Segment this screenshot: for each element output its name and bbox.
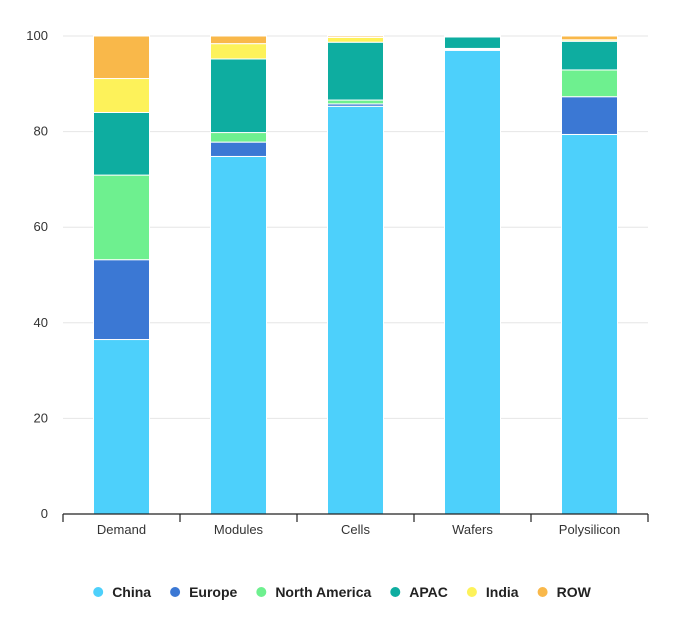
bar-demand-apac	[93, 111, 150, 176]
y-axis: 0 20 40 60 80 100	[26, 28, 48, 521]
bar-demand-india	[93, 78, 150, 113]
legend-label-apac: APAC	[409, 584, 448, 600]
bar-polysilicon-china	[561, 133, 618, 515]
y-tick-label-60: 60	[34, 219, 48, 234]
bar-modules-north-america	[210, 132, 267, 143]
y-tick-label-80: 80	[34, 124, 48, 139]
legend-marker-row	[537, 587, 548, 597]
bars	[93, 35, 618, 515]
legend-marker-europe	[170, 587, 181, 597]
bar-demand-china	[93, 339, 150, 515]
legend-item-row: ROW	[537, 584, 592, 600]
bar-wafers-china	[444, 49, 501, 515]
bar-modules-india	[210, 43, 267, 60]
x-axis: Demand Modules Cells Wafers Polysilicon	[62, 513, 649, 537]
bar-modules-apac	[210, 58, 267, 134]
bar-cells-apac	[327, 41, 384, 101]
legend-item-apac: APAC	[390, 584, 448, 600]
x-tick-label-polysilicon: Polysilicon	[559, 522, 620, 537]
y-tick-label-20: 20	[34, 410, 48, 425]
bar-polysilicon-row	[561, 35, 618, 41]
legend-label-india: India	[486, 584, 519, 600]
legend-label-china: China	[112, 584, 151, 600]
legend-marker-china	[93, 587, 104, 597]
legend-item-europe: Europe	[170, 584, 238, 600]
bar-demand-north-america	[93, 174, 150, 261]
legend-item-india: India	[466, 584, 519, 600]
bar-polysilicon-north-america	[561, 69, 618, 98]
y-tick-label-40: 40	[34, 315, 48, 330]
x-tick-label-cells: Cells	[341, 522, 370, 537]
bar-modules-europe	[210, 141, 267, 157]
legend-label-north-america: North America	[275, 584, 371, 600]
x-tick-label-demand: Demand	[97, 522, 146, 537]
y-tick-label-100: 100	[26, 28, 48, 43]
y-tick-label-0: 0	[41, 506, 48, 521]
legend: China Europe North America APAC India ROW	[93, 584, 592, 600]
bar-polysilicon-apac	[561, 40, 618, 71]
bar-cells-north-america	[327, 99, 384, 105]
bar-wafers-apac	[444, 36, 501, 49]
legend-item-north-america: North America	[256, 584, 371, 600]
x-tick-label-modules: Modules	[214, 522, 264, 537]
legend-label-row: ROW	[557, 584, 592, 600]
legend-marker-apac	[390, 587, 401, 597]
bar-modules-row	[210, 35, 267, 45]
bar-demand-row	[93, 35, 150, 80]
x-tick-label-wafers: Wafers	[452, 522, 493, 537]
bar-cells-china	[327, 105, 384, 515]
bar-demand-europe	[93, 259, 150, 341]
legend-marker-north-america	[256, 587, 267, 597]
bar-polysilicon-europe	[561, 96, 618, 135]
legend-marker-india	[466, 587, 477, 597]
legend-label-europe: Europe	[189, 584, 237, 600]
bar-modules-china	[210, 155, 267, 515]
legend-item-china: China	[93, 584, 151, 600]
bar-cells-row	[327, 35, 384, 38]
bar-cells-india	[327, 36, 384, 43]
